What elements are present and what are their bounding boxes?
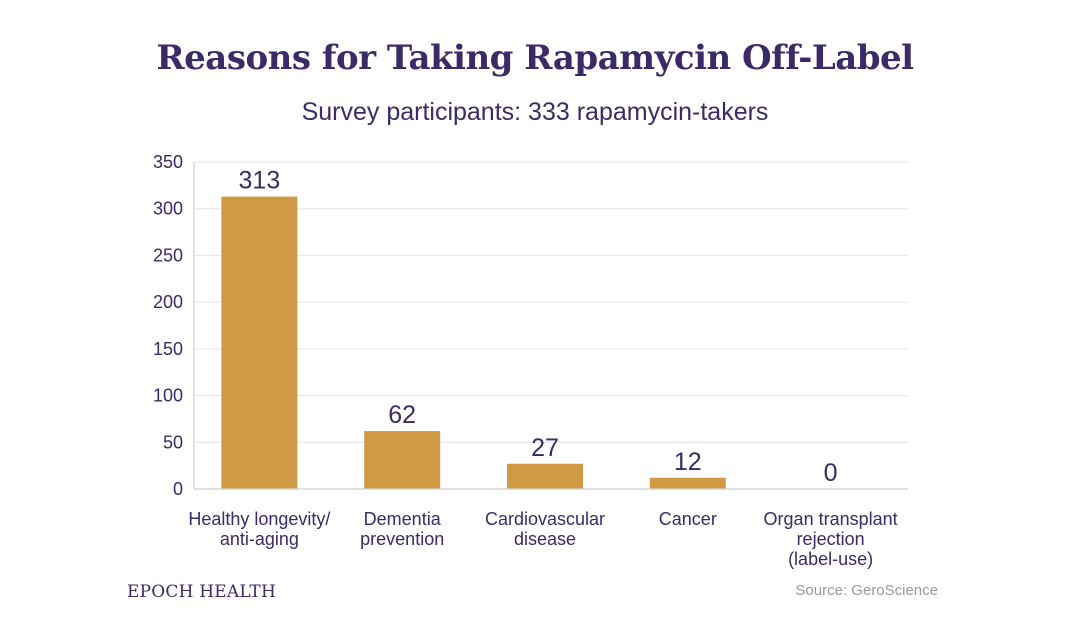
x-category-label: Cardiovascular disease xyxy=(485,509,605,549)
gridlines xyxy=(194,161,908,443)
x-category-label-line: Organ transplant xyxy=(764,509,898,529)
chart-subtitle: Survey participants: 333 rapamycin-taker… xyxy=(301,98,769,126)
bar xyxy=(364,431,441,489)
x-category-label-line: Cardiovascular xyxy=(485,509,605,529)
data-label: 62 xyxy=(388,401,416,429)
x-category-label-line: (label-use) xyxy=(788,549,873,569)
x-category-label-line: prevention xyxy=(360,529,444,549)
labels: 0 50 100 150 200 250 300 350 313 Healthy longevit… xyxy=(153,152,898,569)
y-tick-label: 50 xyxy=(163,432,183,452)
data-label: 0 xyxy=(824,459,838,487)
bars xyxy=(221,196,726,489)
bar xyxy=(507,463,583,489)
x-category-label: Cancer xyxy=(659,509,717,529)
x-category-label-line: Cancer xyxy=(659,509,717,529)
y-tick-label: 0 xyxy=(173,479,183,499)
x-category-label-line: disease xyxy=(514,529,576,549)
y-tick-label: 150 xyxy=(153,339,183,359)
y-tick-label: 300 xyxy=(153,199,183,219)
x-category-label-line: anti-aging xyxy=(220,529,299,549)
source-note: Source: GeroScience xyxy=(795,582,938,599)
x-category-label: Organ transplant rejection (label-use) xyxy=(764,509,898,569)
bar xyxy=(221,196,298,489)
data-label: 12 xyxy=(674,448,702,476)
brand-logo: EPOCH HEALTH xyxy=(127,582,277,602)
chart-title: Reasons for Taking Rapamycin Off-Label xyxy=(156,38,914,78)
axes xyxy=(193,162,908,490)
data-label: 313 xyxy=(239,167,281,195)
x-category-label-line: Dementia xyxy=(364,509,442,529)
x-category-label: Dementia prevention xyxy=(360,509,444,549)
data-label: 27 xyxy=(531,434,559,462)
x-category-label: Healthy longevity/anti-aging xyxy=(188,509,330,549)
bar xyxy=(649,477,726,489)
y-tick-label: 200 xyxy=(153,292,183,312)
y-tick-label: 100 xyxy=(153,386,183,406)
y-tick-label: 250 xyxy=(153,245,183,265)
x-category-label-line: Healthy longevity/ xyxy=(188,509,330,529)
x-category-label-line: rejection xyxy=(797,529,865,549)
y-tick-label: 350 xyxy=(153,152,183,172)
